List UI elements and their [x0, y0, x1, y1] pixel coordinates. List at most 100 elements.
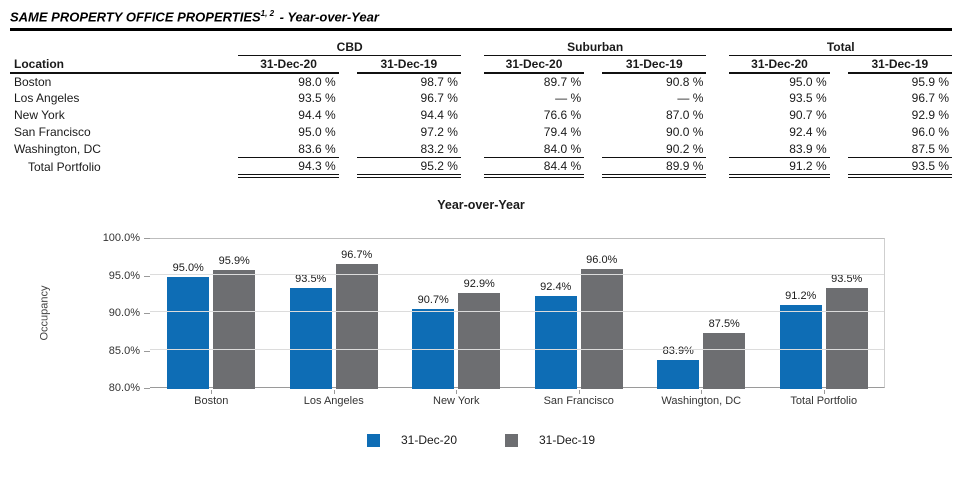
bar-value-label: 96.7% — [341, 249, 373, 262]
value-cell: 96.7 % — [420, 91, 458, 106]
value-cell: 96.0 % — [911, 125, 949, 140]
value-cell: 83.6 % — [238, 140, 339, 159]
y-axis-tick-label: 90.0% — [108, 307, 140, 320]
value-cell: 98.7 % — [420, 74, 458, 89]
y-axis-tick-label: 100.0% — [102, 232, 140, 245]
x-axis-tick — [823, 390, 825, 395]
occupancy-table-section: CBD Suburban Total Location 31-Dec-20 31-Dec-… — [0, 31, 962, 179]
value-cell: 94.4 % — [420, 108, 458, 123]
value-cell: 79.4 % — [543, 125, 582, 140]
value-cell: 89.7 % — [543, 74, 582, 89]
legend-label: 31-Dec-19 — [539, 433, 596, 448]
value-cell: 94.4 % — [298, 108, 336, 123]
bar-31-Dec-20: 83.9% — [657, 345, 700, 390]
location-cell: Boston — [14, 74, 52, 89]
period-column-header: 31-Dec-20 — [238, 55, 339, 74]
value-cell: 95.0 % — [298, 125, 336, 140]
y-axis-tick-label: 80.0% — [108, 382, 140, 395]
location-cell: New York — [14, 108, 65, 123]
bar-group: 83.9% 87.5% — [640, 239, 763, 395]
bar-value-label: 92.4% — [540, 281, 572, 294]
value-cell: 98.0 % — [298, 74, 336, 89]
gridline — [150, 348, 884, 350]
bar-value-label: 93.5% — [831, 273, 863, 286]
period-column-header: 31-Dec-20 — [483, 55, 585, 74]
bar-group: 95.0% 95.9% — [150, 239, 273, 395]
bar-31-Dec-20: 93.5% — [289, 273, 332, 390]
bar-value-label: 90.7% — [417, 294, 449, 307]
bar-value-label: 95.9% — [218, 255, 250, 268]
value-cell: 84.0 % — [483, 140, 585, 159]
table-row: San Francisco 95.0 % 97.2 % 79.4 % 90.0 % 92.… — [10, 124, 952, 141]
bar-31-Dec-19: 95.9% — [213, 255, 256, 390]
y-axis-tick-label: 95.0% — [108, 269, 140, 282]
value-cell: 90.2 % — [602, 140, 707, 159]
bar-value-label: 93.5% — [295, 273, 327, 286]
column-group-label: Suburban — [483, 38, 707, 56]
value-cell: 97.2 % — [420, 125, 458, 140]
period-column-header: 31-Dec-19 — [602, 55, 707, 74]
value-cell: 93.5 % — [789, 91, 827, 106]
chart-section: Year-over-Year Occupancy 80.0% 85.0% 90.0%… — [0, 198, 962, 447]
value-cell: 91.2 % — [729, 157, 830, 179]
x-axis-tick — [333, 390, 335, 395]
x-axis-labels: Boston Los Angeles New York San Francisco Wa… — [150, 388, 885, 407]
column-group-label: CBD — [238, 38, 461, 56]
value-cell: 90.7 % — [789, 108, 827, 123]
bar-value-label: 96.0% — [586, 254, 618, 267]
x-axis-category-label: Total Portfolio — [790, 395, 858, 408]
value-cell: 95.0 % — [789, 74, 827, 89]
value-cell: 93.5 % — [847, 157, 952, 179]
value-cell: 92.4 % — [789, 125, 827, 140]
value-cell: — % — [677, 91, 704, 106]
gridline — [150, 273, 884, 275]
page-title-period: - Year-over-Year — [279, 9, 379, 25]
period-column-header: 31-Dec-19 — [847, 55, 952, 74]
table-row: New York 94.4 % 94.4 % 76.6 % 87.0 % 90.7 % 92… — [10, 107, 952, 124]
value-cell: 90.0 % — [666, 125, 704, 140]
chart-title: Year-over-Year — [437, 198, 525, 213]
legend-item: 31-Dec-20 — [366, 433, 457, 448]
value-cell: 87.0 % — [666, 108, 704, 123]
page-title: SAME PROPERTY OFFICE PROPERTIES1, 2 - Ye… — [10, 9, 952, 24]
bar-31-Dec-19: 87.5% — [703, 318, 746, 390]
bar-31-Dec-19: 96.0% — [580, 254, 623, 390]
value-cell: — % — [555, 91, 582, 106]
location-cell: Washington, DC — [14, 142, 101, 157]
plot-area-wrapper: Occupancy 80.0% 85.0% 90.0% 95.0% 100.0% 95.… — [39, 232, 885, 395]
y-axis-title: Occupancy — [38, 285, 51, 341]
bar-31-Dec-20: 91.2% — [779, 290, 822, 390]
value-cell: 90.8 % — [666, 74, 704, 89]
document-header: SAME PROPERTY OFFICE PROPERTIES1, 2 - Ye… — [0, 0, 962, 32]
value-cell: 95.9 % — [911, 74, 949, 89]
bar-group: 93.5% 96.7% — [273, 239, 396, 395]
bar-31-Dec-19: 96.7% — [335, 249, 378, 390]
bar-value-label: 83.9% — [662, 345, 694, 358]
same-property-occupancy-table: CBD Suburban Total Location 31-Dec-20 31-Dec-… — [10, 38, 952, 179]
y-axis-tick — [144, 238, 150, 240]
plot-area: 95.0% 95.9% 93.5% 96.7% 90.7% 92.9% 92.4% 96.0%… — [150, 238, 885, 395]
table-row: Washington, DC 83.6 % 83.2 % 84.0 % 90.2 % 83… — [10, 140, 952, 159]
value-cell: 84.4 % — [483, 157, 585, 179]
bar-31-Dec-19: 92.9% — [458, 278, 501, 390]
page-title-main: SAME PROPERTY OFFICE PROPERTIES — [10, 9, 261, 25]
x-axis-tick — [701, 390, 703, 395]
bar-value-label: 95.0% — [172, 261, 204, 274]
table-row: Los Angeles 93.5 % 96.7 % — % — % 93.5 % 96.7 … — [10, 90, 952, 107]
bar-value-label: 87.5% — [708, 318, 740, 331]
location-cell: San Francisco — [14, 125, 91, 140]
gridline — [150, 311, 884, 313]
page-title-footnote-refs: 1, 2 — [260, 9, 275, 18]
table-row: Total Portfolio 94.3 % 95.2 % 84.4 % 89.9 % 9… — [10, 157, 952, 179]
x-axis-tick — [578, 390, 580, 395]
value-cell: 87.5 % — [847, 140, 952, 159]
legend-label: 31-Dec-20 — [400, 433, 457, 448]
title-divider-rule — [10, 28, 952, 32]
legend-item: 31-Dec-19 — [505, 433, 595, 447]
x-axis-category-label: Washington, DC — [661, 395, 742, 408]
bar-groups: 95.0% 95.9% 93.5% 96.7% 90.7% 92.9% 92.4% 96.0%… — [150, 239, 885, 395]
x-axis-category-label: Boston — [194, 395, 229, 408]
value-cell: 76.6 % — [543, 108, 582, 123]
value-cell: 83.9 % — [729, 140, 830, 159]
